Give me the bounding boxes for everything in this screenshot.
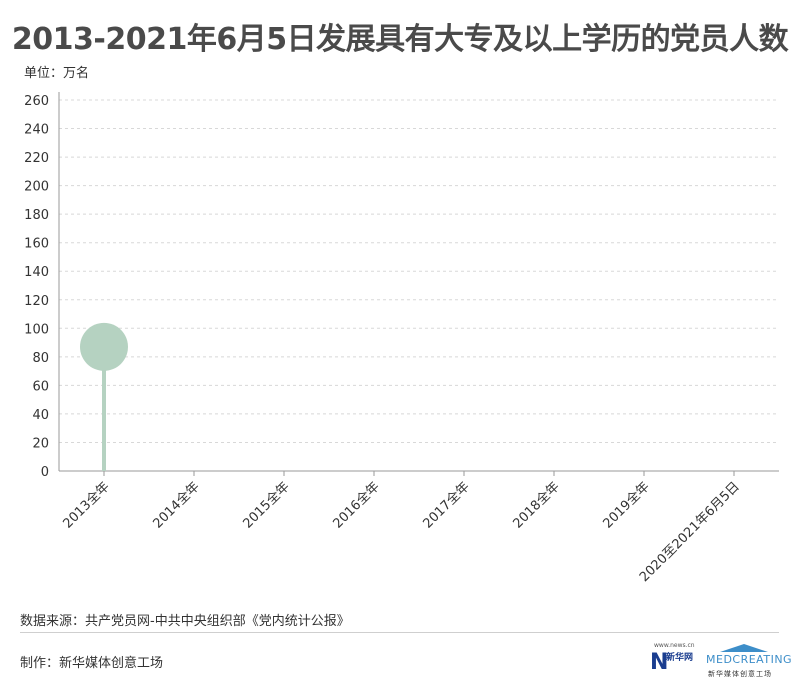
- y-tick-label: 240: [24, 123, 49, 138]
- y-tick-label: 180: [24, 208, 49, 223]
- y-tick-label: 60: [32, 379, 49, 394]
- y-tick-label: 40: [32, 408, 49, 423]
- x-tick-label: 2019全年: [600, 479, 653, 532]
- y-tick-label: 120: [24, 294, 49, 309]
- chart-area: 0 20 40 60 80 100 120 140 160 180 200 220 240 260 2013…: [24, 92, 779, 585]
- y-tick-label: 100: [24, 322, 49, 337]
- xinhua-cn-text: 新华网: [666, 653, 694, 663]
- media-creative-en-text: MEDCREATING: [706, 653, 793, 666]
- media-creative-cn-text: 新华媒体创意工场: [708, 670, 772, 678]
- maker-note: 制作：新华媒体创意工场: [20, 656, 164, 671]
- y-tick-label: 0: [41, 465, 49, 480]
- lollipop-head: [80, 322, 128, 371]
- footer-divider: [20, 632, 779, 633]
- y-tick-label: 200: [24, 180, 49, 195]
- x-tick-label: 2013全年: [60, 479, 113, 532]
- x-tick-label: 2015全年: [240, 479, 293, 532]
- y-tick-label: 260: [24, 94, 49, 109]
- roof-icon: [720, 644, 768, 652]
- x-tick-label: 2020至2021年6月5日: [637, 479, 743, 585]
- y-tick-label: 140: [24, 265, 49, 280]
- unit-label: 单位：万名: [24, 66, 90, 81]
- x-tick-label: 2017全年: [420, 479, 473, 532]
- y-tick-label: 80: [32, 351, 49, 366]
- y-tick-label: 220: [24, 151, 49, 166]
- y-tick-label: 20: [32, 436, 49, 451]
- xinhua-mark: N: [650, 650, 669, 675]
- media-creative-logo: MEDCREATING 新华媒体创意工场: [706, 644, 792, 680]
- xinhua-logo: www.news.cn N 新华网: [650, 642, 698, 680]
- source-note: 数据来源：共产党员网-中共中央组织部《党内统计公报》: [20, 614, 350, 629]
- xinhua-site-text: www.news.cn: [654, 642, 695, 649]
- x-tick-label: 2018全年: [510, 479, 563, 532]
- x-tick-label: 2016全年: [330, 479, 383, 532]
- y-tick-label: 160: [24, 237, 49, 252]
- x-tick-label: 2014全年: [150, 479, 203, 532]
- chart-title: 2013-2021年6月5日发展具有大专及以上学历的党员人数: [11, 22, 789, 57]
